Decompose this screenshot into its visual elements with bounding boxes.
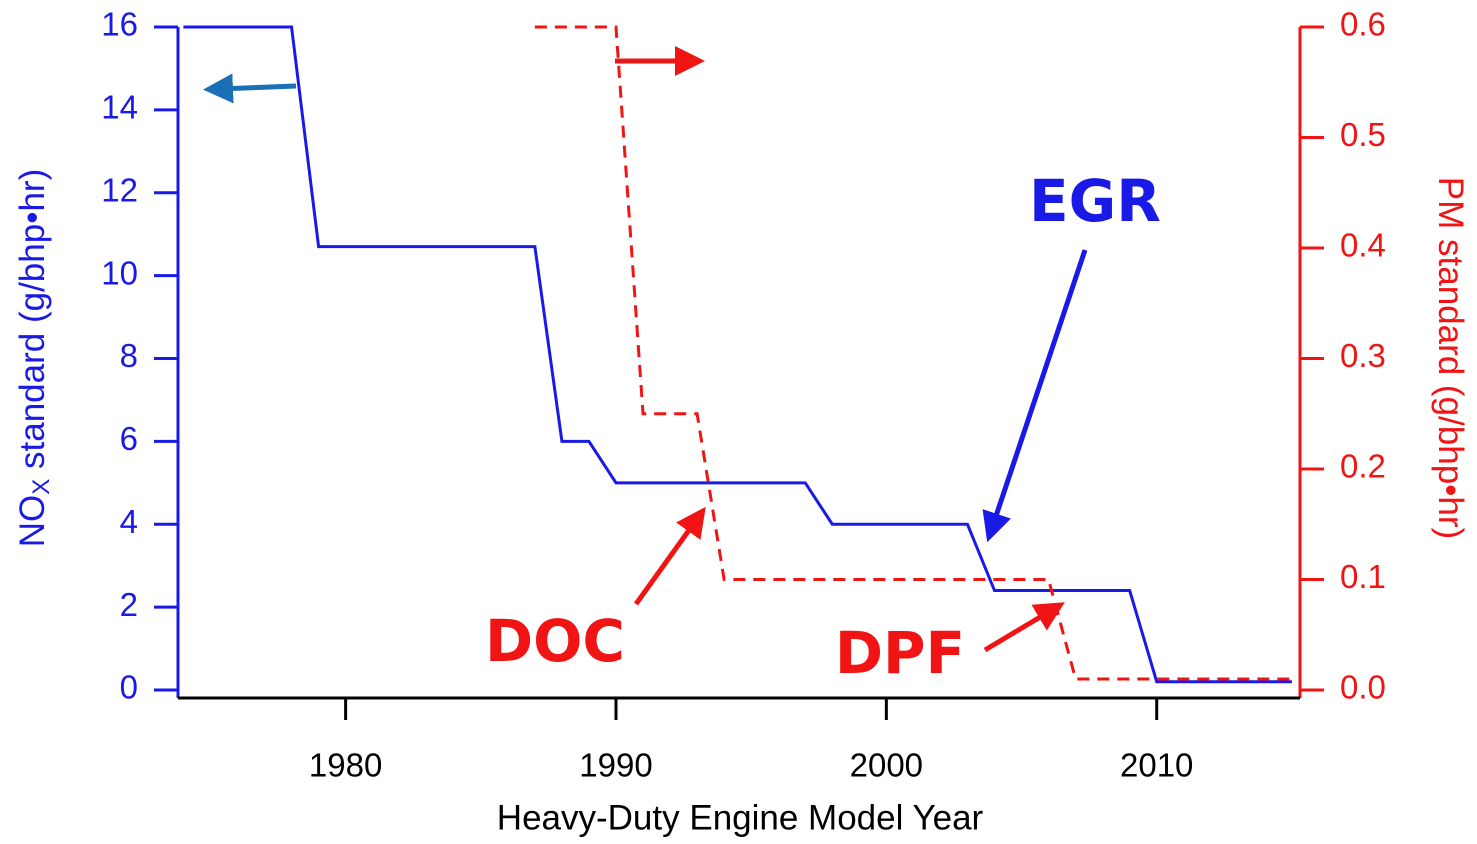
y2-tick-label: 0.1 <box>1340 558 1386 595</box>
y-tick-label: 4 <box>120 503 138 540</box>
x-axis-label: Heavy-Duty Engine Model Year <box>497 798 984 837</box>
y-tick-label: 14 <box>101 89 138 126</box>
annotation: DPF <box>835 619 965 687</box>
arrow-left <box>203 73 297 104</box>
annotation: DOC <box>485 607 625 675</box>
y-tick-label: 0 <box>120 669 138 706</box>
dpf-arrow <box>983 602 1065 653</box>
x-tick-label: 1980 <box>309 747 382 784</box>
y-label-rest: standard (g/bhp•hr) <box>13 169 52 479</box>
x-tick-label: 2000 <box>850 747 923 784</box>
y-tick-label: 2 <box>120 586 138 623</box>
y2-axis-label: PM standard (g/bhp•hr) <box>1431 177 1470 539</box>
doc-arrow <box>633 506 706 606</box>
y2-tick-label: 0.0 <box>1340 669 1386 706</box>
y-label-main: NO <box>13 495 52 548</box>
y-label-sub: X <box>28 479 55 495</box>
y-tick-label: 8 <box>120 337 138 374</box>
y-axis-label: NOX standard (g/bhp•hr) <box>13 169 55 547</box>
annotation: EGR <box>1029 167 1161 235</box>
x-tick-label: 2010 <box>1120 747 1193 784</box>
y2-tick-label: 0.6 <box>1340 6 1386 43</box>
y-tick-label: 6 <box>120 420 138 457</box>
y2-tick-label: 0.5 <box>1340 116 1386 153</box>
y-tick-label: 16 <box>101 6 138 43</box>
x-tick-label: 1990 <box>579 747 652 784</box>
data-line <box>534 25 1292 681</box>
egr-arrow <box>982 249 1088 543</box>
y-tick-label: 10 <box>101 254 138 291</box>
data-line <box>183 25 1292 684</box>
y2-tick-label: 0.3 <box>1340 337 1386 374</box>
y-tick-label: 12 <box>101 171 138 208</box>
y2-tick-label: 0.2 <box>1340 448 1386 485</box>
y2-tick-label: 0.4 <box>1340 227 1386 264</box>
